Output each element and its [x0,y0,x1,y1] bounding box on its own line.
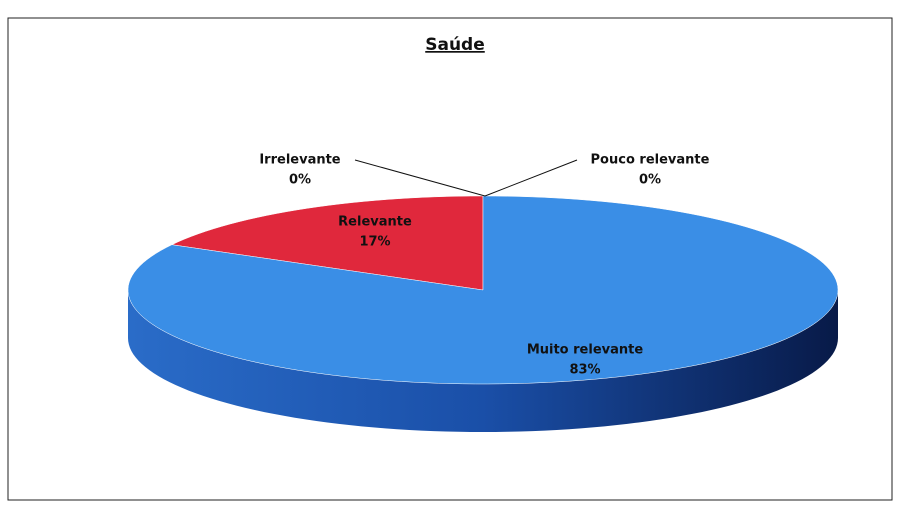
chart-title: Saúde [425,35,485,55]
leader-line [484,159,578,197]
slice-value-label: 83% [569,363,600,378]
slice-value-label: 0% [639,173,661,188]
slice-label: Muito relevante [527,343,644,358]
leader-line [354,159,486,197]
slice-value-label: 17% [359,235,390,250]
pie-slice [171,195,484,291]
slice-label: Irrelevante [259,153,340,168]
slice-value-label: 0% [289,173,311,188]
slice-label: Relevante [338,215,412,230]
slice-label: Pouco relevante [591,153,710,168]
pie-slice [127,195,839,385]
pie-side [128,290,838,432]
